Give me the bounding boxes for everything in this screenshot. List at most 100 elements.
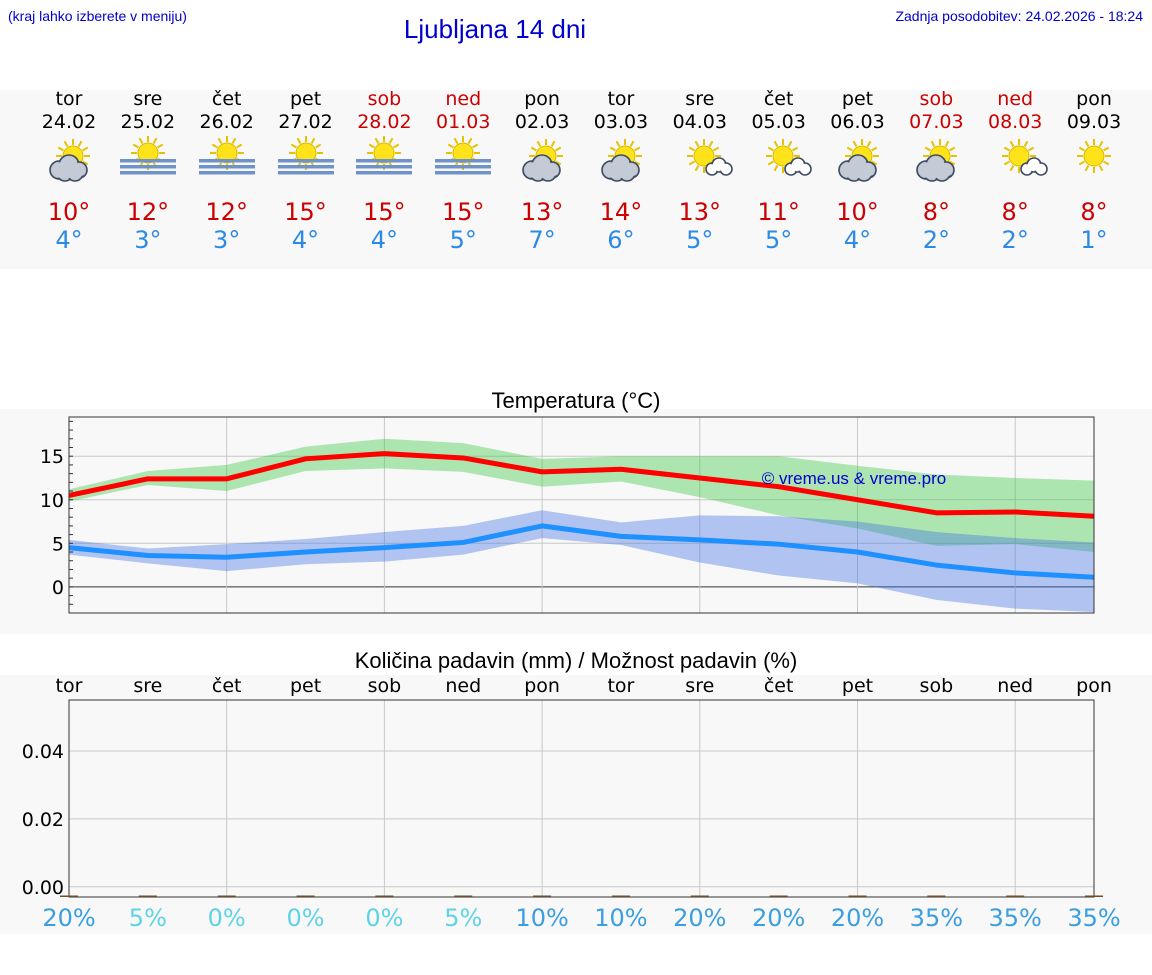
cloud-fill <box>799 164 810 174</box>
sun-ray <box>633 146 641 152</box>
precip-y-tick-label: 0.00 <box>22 877 64 899</box>
precip-y-tick-label: 0.02 <box>22 809 64 831</box>
sun-ray <box>231 137 237 144</box>
min-temp: 4° <box>843 226 872 254</box>
sun-ray <box>235 143 242 149</box>
cloud-fill <box>541 166 555 180</box>
sun-ray <box>615 140 621 147</box>
precip-day-label: tor <box>55 675 83 697</box>
sun-disc <box>1008 145 1030 167</box>
precip-bar <box>60 895 78 897</box>
precip-probability: 20% <box>673 904 727 932</box>
fog-line <box>198 165 255 169</box>
page-title: Ljubljana 14 dni <box>403 14 587 44</box>
sun-small-cloud-icon <box>739 133 819 183</box>
sun-shape <box>1077 139 1112 173</box>
day-date: 26.02 <box>199 111 254 133</box>
sun-ray <box>472 143 479 149</box>
precip-plot-area <box>69 700 1094 897</box>
sun-ray <box>57 146 64 152</box>
sun-ray <box>1009 165 1015 172</box>
sun-ray <box>555 146 562 152</box>
sun-ray <box>138 137 144 144</box>
precip-day-label: pon <box>524 675 560 697</box>
sun-disc <box>295 142 317 164</box>
day-date: 06.03 <box>830 111 885 133</box>
temp-y-tick-label: 10 <box>40 490 64 512</box>
min-temp: 3° <box>134 226 162 254</box>
max-temp-point <box>383 453 385 455</box>
min-temp: 7° <box>528 226 556 254</box>
sun-ray <box>314 143 321 149</box>
precip-day-label: tor <box>607 675 635 697</box>
max-temp: 10° <box>836 198 879 226</box>
sun-ray <box>870 160 877 166</box>
cloud-shape <box>49 154 88 182</box>
precip-bar <box>454 895 473 897</box>
sun-fog-icon <box>423 133 503 183</box>
sun-ray <box>694 165 700 172</box>
cloud-shape <box>1020 157 1048 176</box>
temp-y-tick-label: 5 <box>52 533 64 555</box>
min-temp-line <box>68 523 1095 580</box>
day-date: 02.03 <box>514 111 570 133</box>
sun-ray <box>688 160 695 166</box>
day-date: 04.03 <box>672 111 727 133</box>
sun-ray <box>290 143 297 149</box>
fog-line <box>277 159 334 163</box>
sun-disc <box>137 142 159 164</box>
fog-line <box>119 159 176 163</box>
temp-y-tick-label: 15 <box>40 446 64 468</box>
sun-ray <box>1078 146 1086 152</box>
min-temp-point <box>857 551 858 553</box>
day-name: ned <box>445 88 482 110</box>
temp-y-tick-label: 0 <box>52 577 64 599</box>
fog-line <box>277 171 334 175</box>
max-temp: 15° <box>363 198 406 226</box>
sun-ray <box>550 140 556 147</box>
max-temp-point <box>541 471 543 473</box>
cloud-fill <box>856 166 871 180</box>
sun-ray <box>310 137 315 144</box>
min-temp-point <box>935 564 937 566</box>
max-temp-point <box>857 499 858 501</box>
sun-ray <box>1084 165 1090 172</box>
min-temp: 4° <box>370 226 399 254</box>
day-date: 28.02 <box>357 111 412 133</box>
temp-chart-title: Temperatura (°C) <box>491 388 661 413</box>
precip-day-label: pet <box>841 675 874 697</box>
precip-probability: 35% <box>909 904 964 932</box>
min-temp-point <box>383 547 385 549</box>
max-temp: 13° <box>678 198 722 226</box>
sun-ray <box>152 137 158 144</box>
sun-ray <box>688 146 695 152</box>
cloud-fill <box>846 166 861 180</box>
sun-ray <box>375 137 380 144</box>
precip-day-label: pet <box>289 675 322 697</box>
sun-ray <box>1103 146 1110 152</box>
day-name: sre <box>133 88 163 110</box>
max-temp: 14° <box>599 198 643 226</box>
sun-disc <box>216 142 238 164</box>
precip-bar <box>611 895 630 897</box>
precip-bar <box>1085 895 1104 897</box>
day-name: pon <box>1076 88 1112 110</box>
cloud-fill <box>610 166 624 180</box>
sun-cloud-icon <box>581 133 661 183</box>
max-temp: 15° <box>441 198 485 226</box>
min-temp-point <box>620 535 622 537</box>
sun-ray <box>712 146 720 152</box>
sun-disc <box>772 145 794 167</box>
sun-ray <box>389 137 394 144</box>
sun-small-cloud-icon <box>975 133 1055 183</box>
sun-ray <box>211 143 218 149</box>
fog-line <box>198 171 255 175</box>
max-temp: 11° <box>757 198 800 226</box>
cloud-shape <box>522 154 561 182</box>
sun-cloud-icon <box>29 133 109 183</box>
fog-line <box>435 171 492 175</box>
sun-ray <box>536 140 542 147</box>
sun-ray <box>773 165 779 172</box>
sun-ray <box>925 146 932 152</box>
sun-ray <box>453 137 459 144</box>
